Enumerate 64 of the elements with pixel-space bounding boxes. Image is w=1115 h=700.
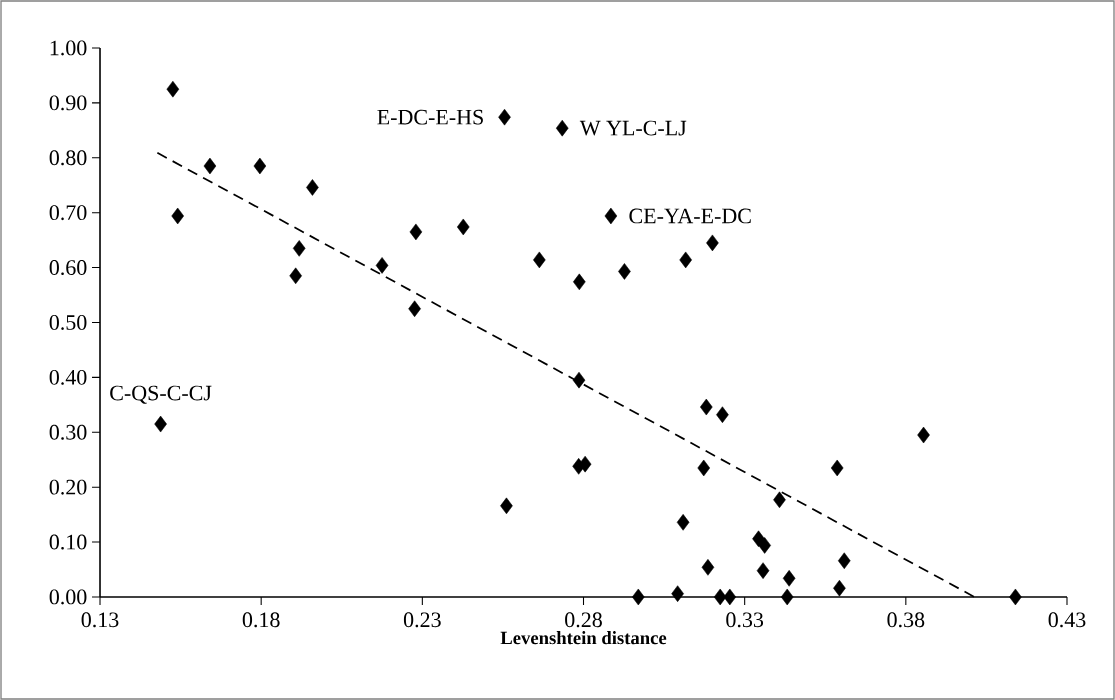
point [773, 491, 786, 509]
point [716, 406, 729, 423]
point [154, 415, 167, 433]
point [604, 207, 618, 225]
point [838, 552, 851, 570]
annotation: E-DC-E-HS [377, 109, 483, 125]
x-tick-label: 0.13 [81, 612, 119, 628]
point [500, 497, 513, 515]
y-tick-label: 0.60 [49, 260, 87, 276]
point [253, 157, 267, 175]
point [756, 562, 770, 579]
point [409, 223, 423, 241]
point [917, 426, 930, 444]
point [306, 179, 319, 196]
point [833, 579, 846, 597]
point [498, 108, 511, 126]
point [533, 251, 546, 269]
point [782, 570, 796, 587]
x-tick-label: 0.33 [726, 612, 764, 628]
point [572, 371, 586, 389]
x-tick-label: 0.18 [242, 612, 280, 628]
x-axis-title: Levenshtein distance [500, 631, 667, 645]
y-tick-label: 0.30 [49, 424, 87, 440]
point [555, 119, 569, 137]
point [289, 267, 302, 285]
point [830, 459, 844, 477]
x-tick-label: 0.23 [403, 612, 441, 628]
point [697, 459, 710, 477]
point [375, 257, 389, 274]
point [676, 514, 690, 531]
point [171, 207, 184, 225]
point [203, 157, 217, 175]
point [706, 234, 719, 252]
y-tick-label: 0.70 [49, 205, 87, 221]
point [292, 240, 306, 257]
y-tick-label: 1.00 [50, 40, 87, 56]
y-tick-label: 0.90 [49, 95, 87, 111]
point [573, 273, 586, 291]
point [632, 588, 645, 606]
point [713, 588, 727, 606]
point [671, 585, 684, 602]
point [701, 559, 715, 576]
point [618, 263, 631, 280]
point [723, 588, 737, 606]
y-tick-label: 0.40 [49, 369, 87, 385]
point [408, 300, 421, 318]
point [679, 251, 692, 269]
point [457, 218, 470, 236]
annotation: CE-YA-E-DC [629, 208, 751, 224]
x-tick-label: 0.38 [887, 612, 925, 628]
y-tick-label: 0.80 [49, 150, 87, 166]
point [166, 80, 180, 98]
point [758, 537, 771, 554]
annotation: W YL-C-LJ [579, 120, 687, 136]
y-tick-label: 0.00 [49, 589, 87, 605]
point [1009, 588, 1022, 606]
y-tick-label: 0.20 [49, 479, 87, 495]
x-tick-label: 0.43 [1048, 612, 1086, 628]
x-tick-label: 0.28 [565, 612, 602, 628]
annotation: C-QS-C-CJ [110, 385, 212, 404]
y-tick-label: 0.10 [49, 534, 87, 550]
y-tick-label: 0.50 [49, 315, 87, 330]
point [700, 398, 713, 416]
point [780, 588, 794, 606]
